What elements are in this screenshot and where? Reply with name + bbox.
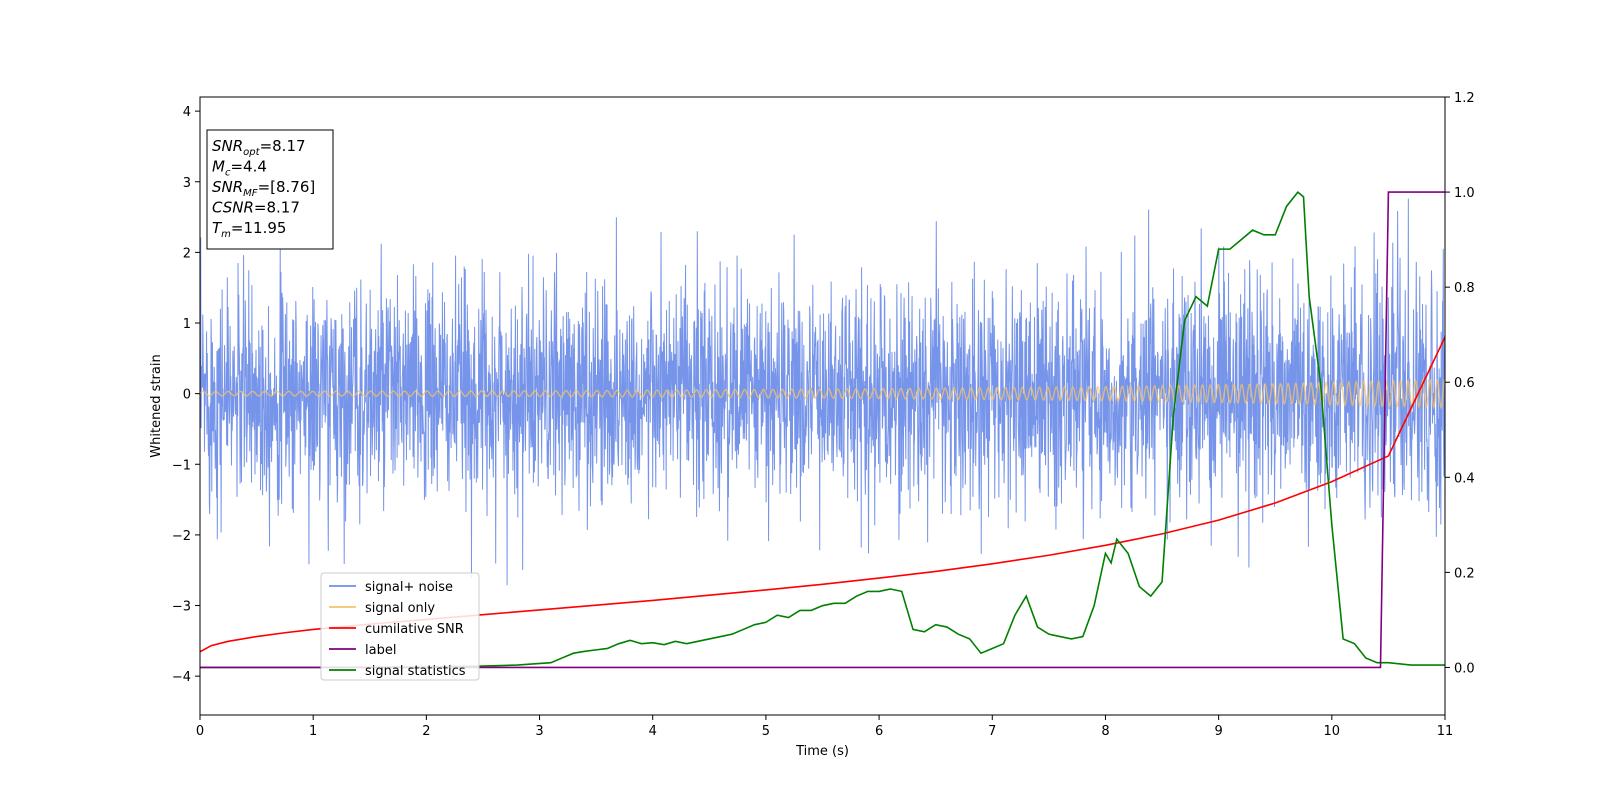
x-tick-label: 9	[1214, 724, 1222, 739]
series-cumulative-snr	[200, 336, 1445, 653]
y-tick-label: 1	[183, 317, 191, 332]
x-tick-label: 8	[1101, 724, 1109, 739]
annotation-frame	[206, 129, 334, 250]
y-axis-title: Whitened strain	[149, 354, 164, 457]
x-tick-label: 4	[649, 724, 657, 739]
plot-frame	[199, 96, 1446, 716]
x-tick-label: 11	[1437, 724, 1454, 739]
x-tick-label: 3	[535, 724, 543, 739]
x-tick-label: 7	[988, 724, 996, 739]
legend-label: cumilative SNR	[365, 622, 464, 637]
y-tick-label: −4	[172, 670, 191, 685]
series-signal-statistics	[200, 190, 1445, 669]
legend-label: label	[365, 643, 396, 658]
y2-tick-label: 0.4	[1454, 471, 1475, 486]
series-signal-noise	[200, 198, 1445, 586]
annotation-line: CSNR=8.17	[212, 199, 300, 217]
legend: signal+ noise signal only cumilative SNR la…	[320, 572, 480, 681]
y-tick-label: 4	[183, 105, 191, 120]
y-tick-label: 0	[183, 388, 191, 403]
annotation-line: SNRopt=8.17	[212, 137, 306, 158]
y-tick-label: 3	[183, 176, 191, 191]
y-tick-label: −2	[172, 529, 191, 544]
annotation-line: Tm=11.95	[212, 219, 286, 240]
x-tick-label: 1	[309, 724, 317, 739]
x-tick-label: 6	[875, 724, 883, 739]
x-axis-title: Time (s)	[795, 744, 849, 759]
x-tick-label: 2	[422, 724, 430, 739]
legend-label: signal+ noise	[365, 580, 453, 595]
series-label	[200, 191, 1445, 669]
plot-area	[200, 190, 1445, 669]
y2-tick-label: 0.0	[1454, 661, 1475, 676]
y2-tick-label: 1.2	[1454, 91, 1475, 106]
annotation-line: Mc=4.4	[212, 158, 267, 179]
y2-tick-label: 0.2	[1454, 566, 1475, 581]
legend-frame	[320, 572, 480, 681]
y2-tick-label: 0.8	[1454, 281, 1475, 296]
series-signal-only	[200, 378, 1445, 410]
y-tick-label: −3	[172, 600, 191, 615]
y2-tick-label: 0.6	[1454, 376, 1475, 391]
legend-label: signal statistics	[365, 664, 466, 679]
legend-label: signal only	[365, 601, 435, 616]
annotation-line: SNRMF=[8.76]	[212, 178, 315, 199]
y2-tick-label: 1.0	[1454, 186, 1475, 201]
x-tick-label: 10	[1324, 724, 1341, 739]
x-tick-label: 5	[762, 724, 770, 739]
y-tick-label: 2	[183, 246, 191, 261]
axes: 0 1 2 3 4 5 6 7 8 9 10 11 −4 −3 −2 −1 0 1 2 3 4 0.0 0.2 0.4 0.6 0…	[149, 91, 1475, 759]
x-tick-label: 0	[196, 724, 204, 739]
y-tick-label: −1	[172, 458, 191, 473]
